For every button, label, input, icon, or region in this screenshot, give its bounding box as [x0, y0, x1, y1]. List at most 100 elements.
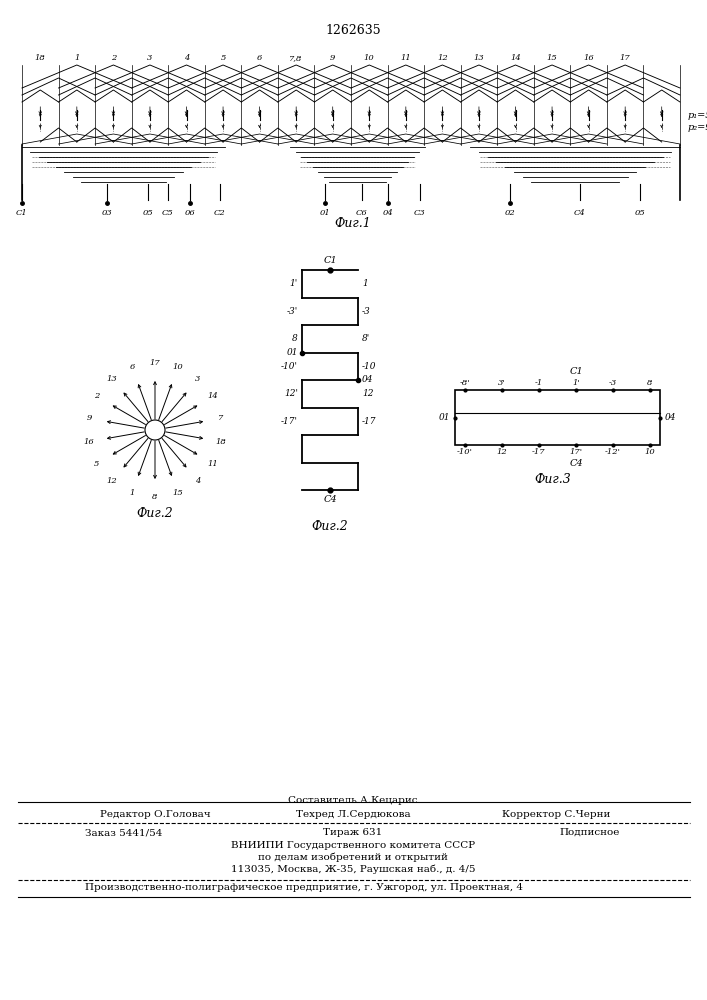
Text: 12: 12 — [496, 448, 508, 456]
Text: Корректор С.Черни: Корректор С.Черни — [502, 810, 610, 819]
Text: 10: 10 — [173, 363, 183, 371]
Text: 6: 6 — [257, 54, 262, 62]
Text: 17': 17' — [570, 448, 583, 456]
Text: 11: 11 — [208, 460, 218, 468]
Text: 1: 1 — [74, 54, 79, 62]
Text: -17: -17 — [362, 417, 377, 426]
Text: 2: 2 — [111, 54, 116, 62]
Text: C3: C3 — [414, 209, 426, 217]
Text: Техред Л.Сердюкова: Техред Л.Сердюкова — [296, 810, 410, 819]
Text: -10: -10 — [362, 362, 377, 371]
Text: 2: 2 — [94, 392, 100, 400]
Text: 7: 7 — [218, 414, 223, 422]
Text: 3: 3 — [195, 375, 201, 383]
Text: Тираж 631: Тираж 631 — [323, 828, 382, 837]
Text: 1': 1' — [572, 379, 580, 387]
Text: Заказ 5441/54: Заказ 5441/54 — [85, 828, 163, 837]
Text: C1: C1 — [323, 256, 337, 265]
Text: 3: 3 — [147, 54, 153, 62]
Text: 1': 1' — [290, 279, 298, 288]
Text: C5: C5 — [162, 209, 174, 217]
Text: 04: 04 — [382, 209, 393, 217]
Text: 5: 5 — [94, 460, 100, 468]
Text: 18: 18 — [35, 54, 46, 62]
Text: Фиг.1: Фиг.1 — [334, 217, 371, 230]
Circle shape — [145, 420, 165, 440]
Text: -10': -10' — [457, 448, 473, 456]
Text: 4: 4 — [184, 54, 189, 62]
Text: 1: 1 — [129, 489, 135, 497]
Text: 02: 02 — [505, 209, 515, 217]
Text: 17: 17 — [150, 359, 160, 367]
Text: Составитель А.Кецарис: Составитель А.Кецарис — [288, 796, 418, 805]
Text: по делам изобретений и открытий: по делам изобретений и открытий — [258, 852, 448, 862]
Text: 12: 12 — [107, 477, 117, 485]
Text: 11: 11 — [400, 54, 411, 62]
Text: 13: 13 — [107, 375, 117, 383]
Text: -3: -3 — [362, 307, 370, 316]
Text: 5: 5 — [221, 54, 226, 62]
Text: -17: -17 — [532, 448, 546, 456]
Text: 12: 12 — [362, 389, 373, 398]
Text: Редактор О.Головач: Редактор О.Головач — [100, 810, 211, 819]
Bar — [455, 390, 660, 445]
Text: p₂=9: p₂=9 — [688, 122, 707, 131]
Text: 15: 15 — [173, 489, 183, 497]
Text: C1: C1 — [16, 209, 28, 217]
Text: 06: 06 — [185, 209, 195, 217]
Text: Подписное: Подписное — [560, 828, 620, 837]
Text: -10': -10' — [281, 362, 298, 371]
Text: 04: 04 — [362, 375, 373, 384]
Text: 03: 03 — [102, 209, 112, 217]
Text: 01: 01 — [286, 348, 298, 357]
Text: C4: C4 — [569, 459, 583, 468]
Text: ВНИИПИ Государственного комитета СССР: ВНИИПИ Государственного комитета СССР — [231, 841, 475, 850]
Text: 10: 10 — [645, 448, 655, 456]
Text: 05: 05 — [143, 209, 153, 217]
Text: 18: 18 — [216, 438, 226, 446]
Text: -12': -12' — [605, 448, 621, 456]
Text: 1: 1 — [362, 279, 368, 288]
Text: 8: 8 — [152, 493, 158, 501]
Text: Фиг.2: Фиг.2 — [312, 520, 349, 533]
Text: C4: C4 — [574, 209, 586, 217]
Text: 05: 05 — [635, 209, 645, 217]
Text: -1: -1 — [535, 379, 543, 387]
Text: 01: 01 — [438, 413, 450, 422]
Text: 17: 17 — [620, 54, 631, 62]
Text: 8': 8' — [362, 334, 370, 343]
Text: Производственно-полиграфическое предприятие, г. Ужгород, ул. Проектная, 4: Производственно-полиграфическое предприя… — [85, 883, 523, 892]
Text: 9: 9 — [86, 414, 92, 422]
Text: 113035, Москва, Ж-35, Раушская наб., д. 4/5: 113035, Москва, Ж-35, Раушская наб., д. … — [230, 864, 475, 874]
Text: Фиг.3: Фиг.3 — [534, 473, 571, 486]
Text: 8: 8 — [292, 334, 298, 343]
Text: 16: 16 — [83, 438, 95, 446]
Text: -3: -3 — [609, 379, 617, 387]
Text: 04: 04 — [665, 413, 677, 422]
Text: 7,8: 7,8 — [289, 54, 303, 62]
Text: 1262635: 1262635 — [325, 23, 381, 36]
Text: 4: 4 — [195, 477, 201, 485]
Text: 01: 01 — [320, 209, 330, 217]
Text: 14: 14 — [208, 392, 218, 400]
Text: C4: C4 — [323, 495, 337, 504]
Text: 3': 3' — [498, 379, 506, 387]
Text: 14: 14 — [510, 54, 521, 62]
Text: C1: C1 — [569, 367, 583, 376]
Text: -17': -17' — [281, 417, 298, 426]
Text: 10: 10 — [364, 54, 375, 62]
Text: 8: 8 — [648, 379, 653, 387]
Text: 9: 9 — [330, 54, 335, 62]
Text: p₁=5: p₁=5 — [688, 110, 707, 119]
Text: 12: 12 — [437, 54, 448, 62]
Text: -3': -3' — [287, 307, 298, 316]
Text: C2: C2 — [214, 209, 226, 217]
Text: -8': -8' — [460, 379, 470, 387]
Text: 13: 13 — [474, 54, 484, 62]
Text: C6: C6 — [356, 209, 368, 217]
Text: 6: 6 — [129, 363, 135, 371]
Text: 12': 12' — [284, 389, 298, 398]
Text: Фиг.2: Фиг.2 — [136, 507, 173, 520]
Text: 15: 15 — [547, 54, 557, 62]
Text: 16: 16 — [583, 54, 594, 62]
